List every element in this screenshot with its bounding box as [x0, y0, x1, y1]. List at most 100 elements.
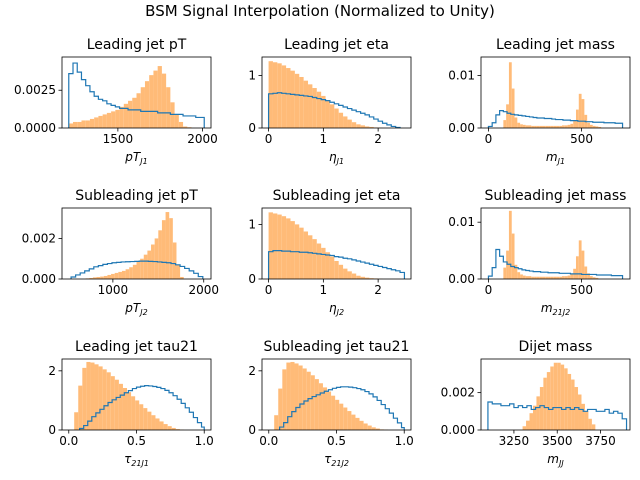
fill-bar	[556, 276, 560, 279]
axes-frame	[261, 207, 412, 280]
fill-bar	[347, 411, 352, 430]
fill-bar	[286, 68, 291, 128]
fill-bar	[119, 106, 124, 128]
fill-bar	[334, 108, 339, 128]
fill-bar	[546, 372, 551, 430]
fill-bar	[74, 412, 79, 430]
fill-bar	[360, 276, 365, 279]
fill-bar	[308, 235, 313, 279]
y-tick-label: 0	[248, 272, 256, 286]
fill-bar	[588, 418, 592, 430]
fill-bar	[277, 214, 282, 279]
fill-bar	[143, 254, 148, 279]
fill-bar	[526, 420, 530, 430]
fill-bar	[543, 377, 547, 430]
fill-bar	[564, 276, 568, 279]
fill-bar	[82, 367, 87, 430]
x-tick-label: 2000	[187, 132, 218, 146]
x-tick-label: 0.0	[259, 434, 278, 448]
subplot-panel: 0 500 0.00 0.01 Leading jet mass mJ1	[448, 37, 631, 166]
fill-bar	[514, 117, 518, 128]
fill-bar	[364, 277, 370, 279]
fill-bar	[122, 387, 128, 430]
fill-bar	[85, 120, 90, 128]
subplot-title: Subleading jet pT	[75, 188, 198, 204]
fill-bar	[575, 256, 579, 279]
fill-bar	[92, 277, 97, 279]
fill-bar	[536, 276, 540, 279]
fill-bar	[299, 76, 304, 128]
x-tick-label: 3750	[585, 434, 616, 448]
step-series-line	[79, 385, 205, 430]
fill-bar	[581, 250, 585, 279]
fill-bar	[367, 425, 372, 430]
fill-bar	[339, 403, 344, 430]
fill-bar	[306, 371, 311, 430]
x-tick-label: 2	[374, 283, 382, 297]
fill-bar	[567, 373, 572, 430]
fill-bar	[115, 109, 120, 128]
fill-bar	[89, 277, 93, 279]
fill-bar	[169, 218, 173, 279]
fill-bar	[308, 84, 313, 128]
step-series-line	[267, 92, 401, 128]
fill-bar	[167, 426, 172, 430]
fill-bar	[158, 230, 162, 279]
fill-bar	[110, 376, 115, 430]
fill-bar	[595, 277, 599, 279]
fill-bar	[81, 120, 86, 128]
y-tick-label: 0.002	[441, 386, 475, 400]
y-tick-label: 1	[248, 68, 256, 82]
fill-bar	[581, 99, 585, 128]
fill-bar	[316, 243, 322, 279]
fill-bar	[589, 124, 593, 128]
fill-bar	[351, 122, 357, 128]
fill-bar	[517, 122, 521, 128]
fill-bar	[321, 95, 326, 128]
fill-bar	[161, 73, 167, 128]
y-tick-label: 0	[248, 121, 256, 135]
subplot-panel: 1500 2000 0.0000 0.0025 Leading jet pT pTJ1	[14, 37, 218, 166]
fill-bar	[338, 112, 344, 128]
plot-area	[267, 212, 406, 279]
x-axis-label: τ21J1	[124, 452, 149, 468]
axes-frame	[61, 207, 212, 280]
y-tick-label: 0	[48, 423, 56, 437]
x-axis-label: mJJ	[547, 452, 564, 468]
axes-frame	[480, 56, 631, 129]
fill-bar	[550, 366, 554, 430]
fill-bar	[559, 125, 563, 128]
fill-bar	[98, 366, 103, 430]
plot-area	[68, 62, 205, 128]
fill-bar	[153, 70, 158, 128]
fill-bar	[161, 220, 166, 279]
fill-bar	[528, 276, 532, 279]
x-axis-label: pTJ2	[124, 301, 147, 317]
fill-bar	[347, 119, 352, 128]
fill-bar	[364, 126, 370, 128]
fill-bar	[591, 424, 596, 430]
x-tick-label: 0.5	[327, 434, 346, 448]
fill-bar	[294, 363, 299, 430]
fill-bar	[125, 269, 130, 279]
y-tick-label: 0.000	[22, 272, 56, 286]
fill-bar	[107, 274, 112, 279]
fill-bar	[86, 361, 91, 430]
fill-bar	[532, 405, 537, 430]
fill-bar	[529, 413, 533, 430]
fill-bar	[131, 396, 136, 430]
fill-bar	[89, 118, 95, 128]
fill-bar	[578, 93, 582, 128]
fill-bar	[176, 264, 181, 279]
fill-bar	[343, 268, 348, 279]
y-tick-label: 0.01	[448, 215, 475, 229]
fill-bar	[163, 424, 168, 430]
fill-bar	[114, 379, 119, 430]
fill-bar	[351, 273, 357, 279]
subplot-panel: 1000 2000 0.000 0.002 Subleading jet pT pTJ2	[22, 188, 219, 317]
fill-bar	[550, 276, 554, 279]
fill-bar	[128, 100, 133, 128]
axes-frame	[61, 56, 212, 129]
fill-bar	[531, 125, 535, 128]
fill-bar	[111, 273, 115, 279]
